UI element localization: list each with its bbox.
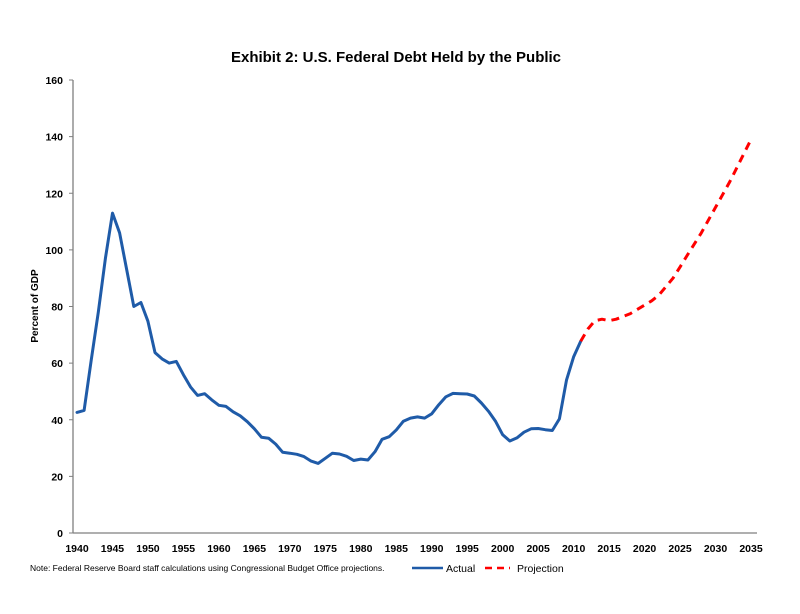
x-tick-label: 2030 [704,543,728,555]
x-tick-label: 1990 [420,543,444,555]
series-line-projection [579,138,753,343]
x-tick-label: 2025 [668,543,692,555]
x-tick-label: 1965 [243,543,267,555]
x-tick-label: 2000 [491,543,515,555]
y-tick-label: 120 [45,188,63,200]
y-tick-label: 100 [45,245,63,257]
x-tick-label: 1945 [101,543,125,555]
legend-label-projection: Projection [517,563,564,575]
legend: Actual Projection [412,563,564,575]
chart-note: Note: Federal Reserve Board staff calcul… [30,563,385,573]
y-axis-label: Percent of GDP [30,269,41,343]
x-tick-label: 1970 [278,543,302,555]
x-axis: 1940 1945 1950 1955 1960 1965 1970 1975 1980 1985… [65,532,763,555]
y-tick-label: 20 [51,471,63,483]
y-tick-label: 160 [45,75,63,87]
y-tick-label: 0 [57,528,63,540]
x-tick-label: 1950 [136,543,160,555]
y-axis: 0 20 40 60 80 100 120 140 160 [45,75,74,540]
series-line-actual [75,211,583,465]
legend-label-actual: Actual [446,563,475,575]
x-tick-label: 2005 [526,543,550,555]
x-tick-label: 1985 [385,543,409,555]
x-tick-label: 1960 [207,543,231,555]
y-tick-label: 40 [51,415,63,427]
x-tick-label: 2035 [739,543,763,555]
x-tick-label: 2010 [562,543,586,555]
x-tick-label: 2015 [597,543,621,555]
y-tick-label: 60 [51,358,63,370]
chart-title: Exhibit 2: U.S. Federal Debt Held by the… [231,49,561,66]
y-tick-label: 140 [45,132,63,144]
plot-area [75,138,753,465]
x-tick-label: 1940 [65,543,89,555]
x-tick-label: 1995 [456,543,480,555]
x-tick-label: 1955 [172,543,196,555]
y-tick-label: 80 [51,302,63,314]
x-tick-label: 2020 [633,543,657,555]
x-tick-label: 1975 [314,543,338,555]
x-tick-label: 1980 [349,543,373,555]
